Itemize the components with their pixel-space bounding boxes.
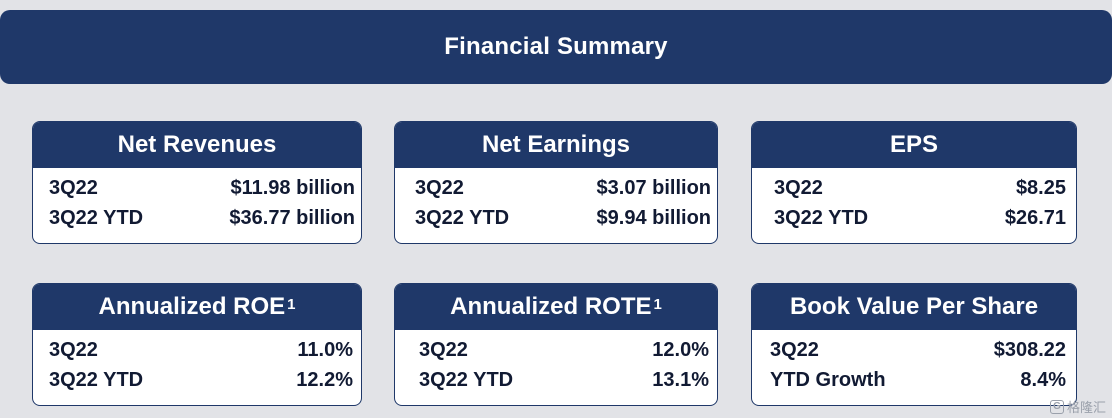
metric-row: 3Q22 YTD 12.2% [49, 365, 353, 395]
card-title: Net Revenues [33, 122, 361, 168]
metric-row: 3Q22 $308.22 [770, 335, 1066, 365]
card-title: Annualized ROE 1 [33, 284, 361, 330]
metric-value: $3.07 billion [596, 176, 711, 199]
metric-value: 8.4% [1020, 368, 1066, 391]
card-title: Book Value Per Share [752, 284, 1076, 330]
metric-label: 3Q22 [770, 338, 819, 361]
metric-value: $9.94 billion [596, 206, 711, 229]
metric-row: 3Q22 YTD 13.1% [419, 365, 709, 395]
metric-row: 3Q22 YTD $26.71 [774, 203, 1066, 233]
card-net-revenues: Net Revenues 3Q22 $11.98 billion 3Q22 YT… [32, 121, 362, 244]
metric-label: 3Q22 [49, 338, 98, 361]
metric-row: 3Q22 YTD $9.94 billion [415, 203, 711, 233]
metric-row: 3Q22 $8.25 [774, 173, 1066, 203]
metric-label: YTD Growth [770, 368, 886, 391]
card-net-earnings: Net Earnings 3Q22 $3.07 billion 3Q22 YTD… [394, 121, 718, 244]
metric-row: 3Q22 11.0% [49, 335, 353, 365]
metric-label: 3Q22 [415, 176, 464, 199]
financial-summary-header: Financial Summary [0, 10, 1112, 84]
metric-label: 3Q22 [49, 176, 98, 199]
metric-label: 3Q22 YTD [415, 206, 510, 229]
metric-label: 3Q22 YTD [49, 206, 144, 229]
metric-value: $26.71 [1004, 206, 1066, 229]
metric-value: $8.25 [1015, 176, 1066, 199]
card-book-value-per-share: Book Value Per Share 3Q22 $308.22 YTD Gr… [751, 283, 1077, 406]
metric-label: 3Q22 YTD [774, 206, 869, 229]
card-annualized-roe: Annualized ROE 1 3Q22 11.0% 3Q22 YTD 12.2… [32, 283, 362, 406]
metric-label: 3Q22 YTD [419, 368, 514, 391]
watermark: G 格隆汇 [1049, 397, 1106, 416]
footnote-marker: 1 [653, 295, 662, 313]
footnote-marker: 1 [287, 295, 296, 313]
metric-label: 3Q22 YTD [49, 368, 144, 391]
watermark-text: 格隆汇 [1066, 400, 1106, 415]
metric-value: 11.0% [297, 338, 353, 361]
metric-value: $308.22 [993, 338, 1066, 361]
metric-row: 3Q22 YTD $36.77 billion [49, 203, 355, 233]
page-title: Financial Summary [444, 33, 668, 60]
card-title: EPS [752, 122, 1076, 168]
metric-row: YTD Growth 8.4% [770, 365, 1066, 395]
metric-value: 13.1% [652, 368, 709, 391]
card-title: Annualized ROTE 1 [395, 284, 717, 330]
metric-row: 3Q22 12.0% [419, 335, 709, 365]
metric-value: $36.77 billion [229, 206, 355, 229]
metric-label: 3Q22 [774, 176, 823, 199]
metric-value: $11.98 billion [230, 176, 355, 199]
metric-label: 3Q22 [419, 338, 468, 361]
metric-value: 12.2% [296, 368, 353, 391]
metric-row: 3Q22 $11.98 billion [49, 173, 355, 203]
card-eps: EPS 3Q22 $8.25 3Q22 YTD $26.71 [751, 121, 1077, 244]
metric-row: 3Q22 $3.07 billion [415, 173, 711, 203]
card-annualized-rote: Annualized ROTE 1 3Q22 12.0% 3Q22 YTD 13.… [394, 283, 718, 406]
metric-value: 12.0% [652, 338, 709, 361]
card-title: Net Earnings [395, 122, 717, 168]
watermark-logo-icon: G [1049, 399, 1064, 414]
